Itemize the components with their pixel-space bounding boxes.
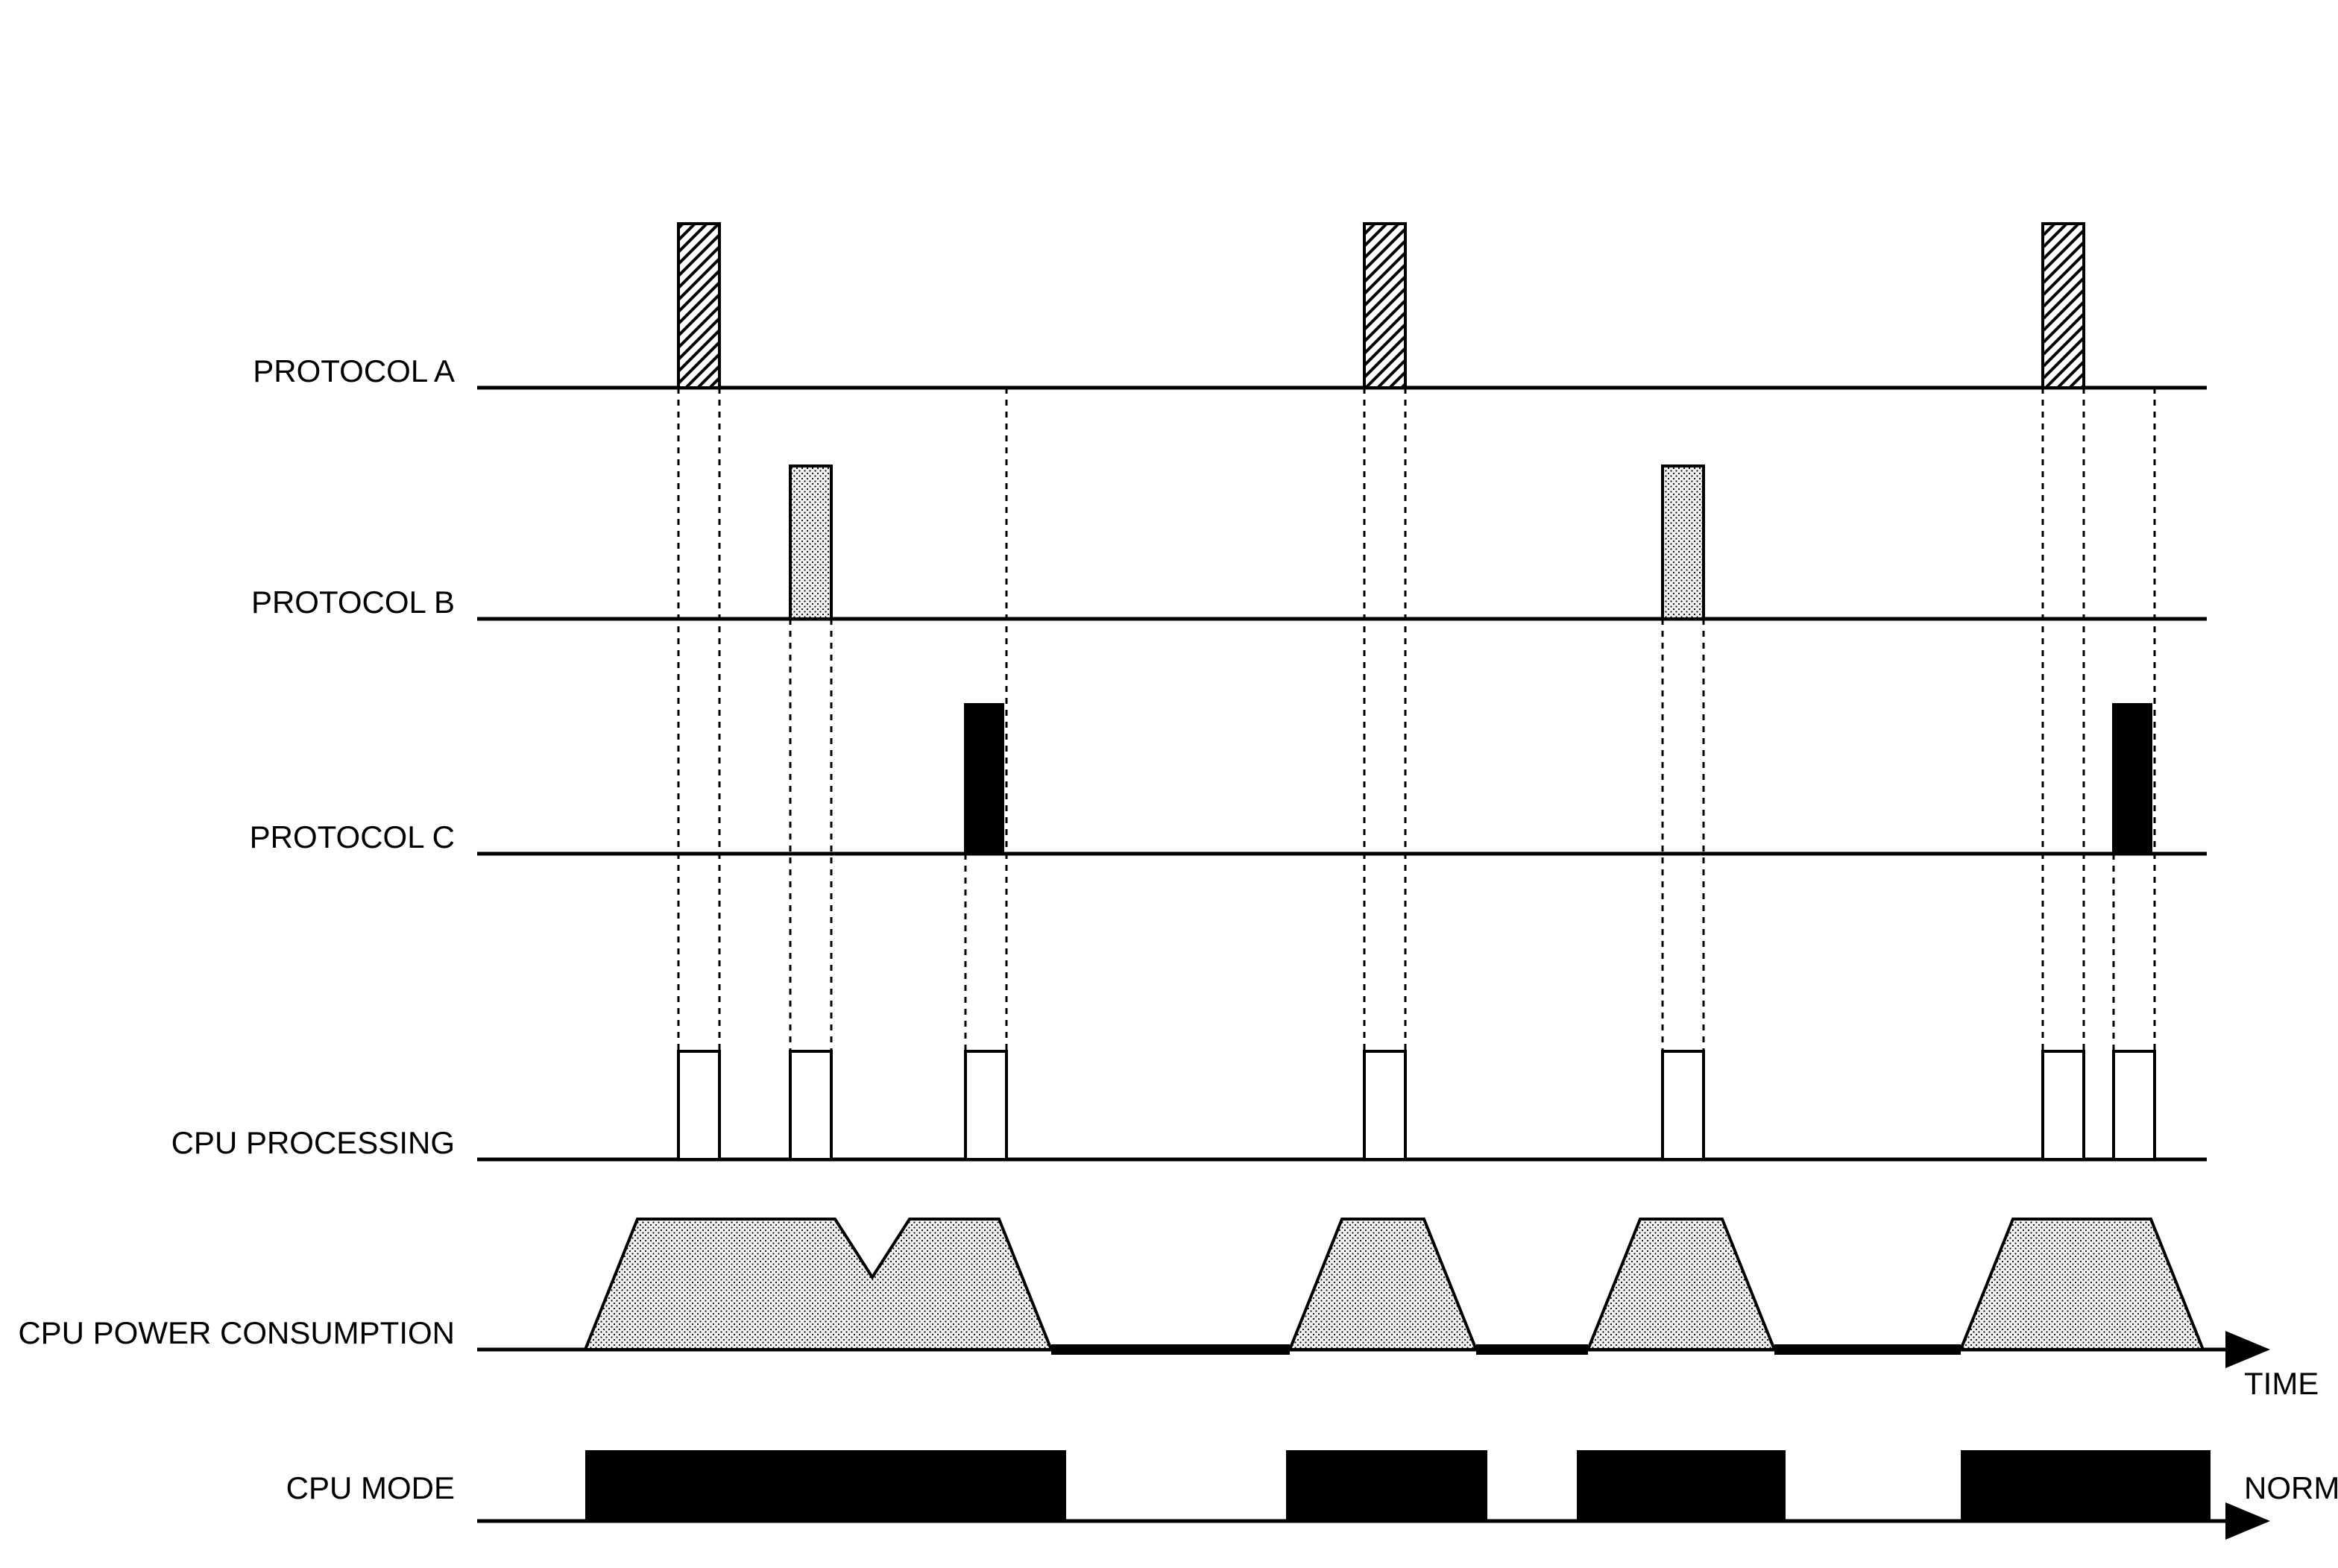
- protocol_a-bar-0: [678, 224, 719, 388]
- power-trapezoid-0: [585, 1219, 1051, 1350]
- timing-diagram: PROTOCOL A PROTOCOL B PROTOCOL C CPU PROCES…: [0, 0, 2338, 1568]
- mode-bar-0: [585, 1450, 1066, 1521]
- protocol_b-bar-1: [1663, 466, 1704, 619]
- cpu_processing-label: CPU PROCESSING: [171, 1125, 455, 1160]
- cpu_processing-bar-6: [2114, 1051, 2155, 1159]
- mode-label: CPU MODE: [286, 1470, 455, 1505]
- cpu_processing-bar-0: [678, 1051, 719, 1159]
- protocol_b-label: PROTOCOL B: [251, 585, 455, 620]
- protocol_a-bar-2: [2043, 224, 2084, 388]
- mode-bar-2: [1577, 1450, 1786, 1521]
- protocol_c-label: PROTOCOL C: [250, 819, 455, 854]
- protocol_a-bar-1: [1364, 224, 1405, 388]
- protocol_c-bar-0: [965, 705, 1003, 854]
- power-label: CPU POWER CONSUMPTION: [18, 1315, 455, 1350]
- cpu_processing-bar-1: [790, 1051, 831, 1159]
- mode-bar-3: [1961, 1450, 2211, 1521]
- cpu_processing-bar-5: [2043, 1051, 2084, 1159]
- protocol_a-label: PROTOCOL A: [253, 353, 455, 388]
- protocol_c-bar-1: [2114, 705, 2151, 854]
- mode-normal-label: NORMAL MODE: [2244, 1470, 2338, 1505]
- cpu_processing-bar-2: [965, 1051, 1006, 1159]
- cpu_processing-bar-4: [1663, 1051, 1704, 1159]
- time-axis-label: TIME: [2244, 1366, 2319, 1401]
- cpu_processing-bar-3: [1364, 1051, 1405, 1159]
- protocol_b-bar-0: [790, 466, 831, 619]
- mode-bar-1: [1286, 1450, 1487, 1521]
